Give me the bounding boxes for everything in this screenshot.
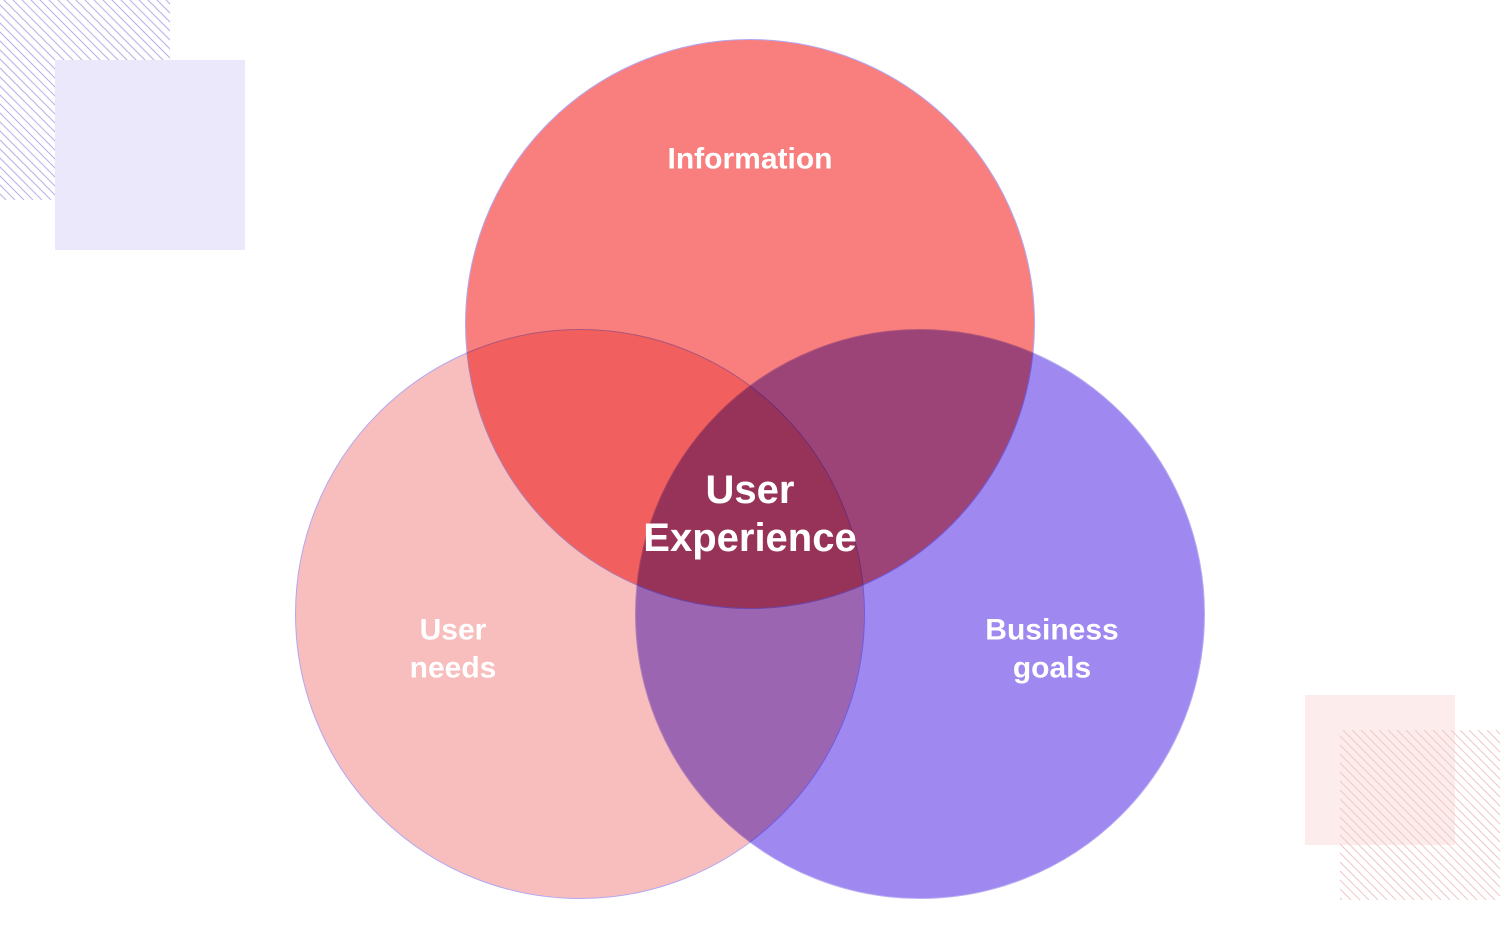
venn-label-business-goals: Business goals <box>985 612 1118 687</box>
venn-center-label: User Experience <box>643 466 856 562</box>
venn-label-information: Information <box>668 140 833 178</box>
venn-circle-business-goals <box>635 329 1205 899</box>
venn-label-user-needs: User needs <box>410 612 497 687</box>
deco-square-top-left <box>55 60 245 250</box>
deco-hatch-bottom-right <box>1340 730 1500 900</box>
venn-diagram: Information User needs Business goals Us… <box>250 24 1250 924</box>
